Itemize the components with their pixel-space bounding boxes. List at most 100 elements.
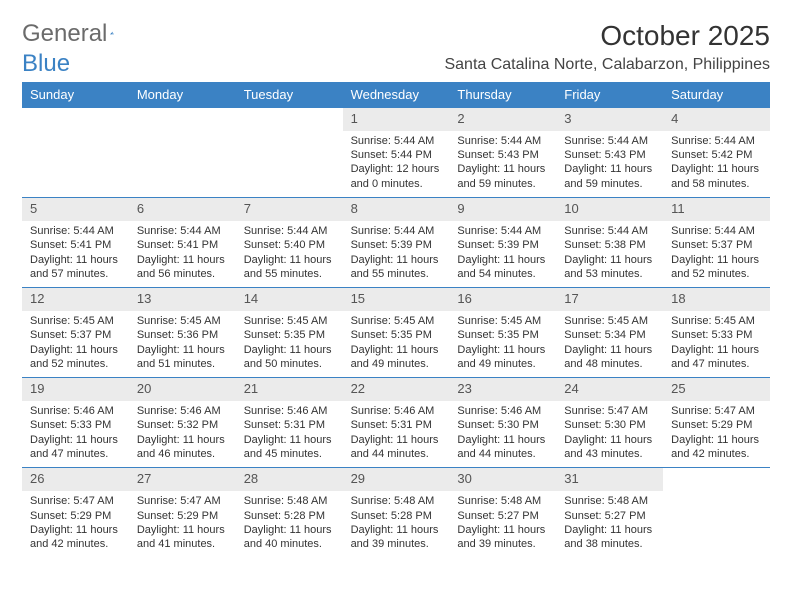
day-info: Sunrise: 5:48 AMSunset: 5:27 PMDaylight:… — [556, 491, 663, 557]
daylight-line: Daylight: 11 hours and 52 minutes. — [30, 343, 121, 372]
sunset-line: Sunset: 5:37 PM — [30, 328, 121, 342]
calendar-cell: 14Sunrise: 5:45 AMSunset: 5:35 PMDayligh… — [236, 288, 343, 377]
title-block: October 2025 Santa Catalina Norte, Calab… — [444, 20, 770, 74]
day-number: 2 — [449, 108, 556, 131]
calendar-cell: 30Sunrise: 5:48 AMSunset: 5:27 PMDayligh… — [449, 468, 556, 557]
day-info: Sunrise: 5:44 AMSunset: 5:38 PMDaylight:… — [556, 221, 663, 287]
day-info: Sunrise: 5:46 AMSunset: 5:33 PMDaylight:… — [22, 401, 129, 467]
day-number: 10 — [556, 198, 663, 221]
daylight-line: Daylight: 11 hours and 45 minutes. — [244, 433, 335, 462]
sunset-line: Sunset: 5:40 PM — [244, 238, 335, 252]
day-info: Sunrise: 5:45 AMSunset: 5:33 PMDaylight:… — [663, 311, 770, 377]
day-number: 31 — [556, 468, 663, 491]
day-info: Sunrise: 5:47 AMSunset: 5:30 PMDaylight:… — [556, 401, 663, 467]
day-info: Sunrise: 5:44 AMSunset: 5:44 PMDaylight:… — [343, 131, 450, 197]
daylight-line: Daylight: 11 hours and 52 minutes. — [671, 253, 762, 282]
sunset-line: Sunset: 5:29 PM — [137, 509, 228, 523]
day-number: 26 — [22, 468, 129, 491]
day-number: 5 — [22, 198, 129, 221]
calendar-cell: 17Sunrise: 5:45 AMSunset: 5:34 PMDayligh… — [556, 288, 663, 377]
daylight-line: Daylight: 11 hours and 46 minutes. — [137, 433, 228, 462]
day-number: 25 — [663, 378, 770, 401]
calendar-week: 19Sunrise: 5:46 AMSunset: 5:33 PMDayligh… — [22, 377, 770, 467]
day-info: Sunrise: 5:45 AMSunset: 5:36 PMDaylight:… — [129, 311, 236, 377]
calendar-cell: 6Sunrise: 5:44 AMSunset: 5:41 PMDaylight… — [129, 198, 236, 287]
calendar-cell: 29Sunrise: 5:48 AMSunset: 5:28 PMDayligh… — [343, 468, 450, 557]
calendar-cell: 15Sunrise: 5:45 AMSunset: 5:35 PMDayligh… — [343, 288, 450, 377]
calendar-cell: 19Sunrise: 5:46 AMSunset: 5:33 PMDayligh… — [22, 378, 129, 467]
sunrise-line: Sunrise: 5:44 AM — [30, 224, 121, 238]
sunrise-line: Sunrise: 5:44 AM — [457, 224, 548, 238]
sunrise-line: Sunrise: 5:44 AM — [564, 134, 655, 148]
location: Santa Catalina Norte, Calabarzon, Philip… — [444, 56, 770, 74]
day-info: Sunrise: 5:47 AMSunset: 5:29 PMDaylight:… — [129, 491, 236, 557]
day-number: 12 — [22, 288, 129, 311]
daylight-line: Daylight: 11 hours and 42 minutes. — [30, 523, 121, 552]
calendar-cell: 13Sunrise: 5:45 AMSunset: 5:36 PMDayligh… — [129, 288, 236, 377]
sunset-line: Sunset: 5:35 PM — [351, 328, 442, 342]
sunset-line: Sunset: 5:35 PM — [457, 328, 548, 342]
sunrise-line: Sunrise: 5:46 AM — [457, 404, 548, 418]
sunrise-line: Sunrise: 5:44 AM — [671, 134, 762, 148]
sunset-line: Sunset: 5:28 PM — [351, 509, 442, 523]
sunrise-line: Sunrise: 5:44 AM — [351, 224, 442, 238]
sunrise-line: Sunrise: 5:48 AM — [564, 494, 655, 508]
weekday-label: Saturday — [663, 82, 770, 107]
weekday-label: Tuesday — [236, 82, 343, 107]
calendar-cell-empty — [129, 108, 236, 197]
month-title: October 2025 — [444, 20, 770, 52]
daylight-line: Daylight: 11 hours and 54 minutes. — [457, 253, 548, 282]
sunrise-line: Sunrise: 5:48 AM — [244, 494, 335, 508]
calendar-cell-empty — [22, 108, 129, 197]
sunset-line: Sunset: 5:30 PM — [457, 418, 548, 432]
day-number: 24 — [556, 378, 663, 401]
calendar-week: 1Sunrise: 5:44 AMSunset: 5:44 PMDaylight… — [22, 107, 770, 197]
day-info: Sunrise: 5:45 AMSunset: 5:35 PMDaylight:… — [236, 311, 343, 377]
day-info: Sunrise: 5:44 AMSunset: 5:40 PMDaylight:… — [236, 221, 343, 287]
sunrise-line: Sunrise: 5:45 AM — [351, 314, 442, 328]
calendar-cell: 28Sunrise: 5:48 AMSunset: 5:28 PMDayligh… — [236, 468, 343, 557]
daylight-line: Daylight: 11 hours and 44 minutes. — [351, 433, 442, 462]
day-info: Sunrise: 5:45 AMSunset: 5:34 PMDaylight:… — [556, 311, 663, 377]
sunset-line: Sunset: 5:33 PM — [671, 328, 762, 342]
sunrise-line: Sunrise: 5:44 AM — [564, 224, 655, 238]
sunrise-line: Sunrise: 5:47 AM — [671, 404, 762, 418]
sunset-line: Sunset: 5:27 PM — [457, 509, 548, 523]
daylight-line: Daylight: 11 hours and 48 minutes. — [564, 343, 655, 372]
day-info: Sunrise: 5:46 AMSunset: 5:30 PMDaylight:… — [449, 401, 556, 467]
sunset-line: Sunset: 5:31 PM — [244, 418, 335, 432]
day-info: Sunrise: 5:45 AMSunset: 5:35 PMDaylight:… — [343, 311, 450, 377]
calendar-cell: 7Sunrise: 5:44 AMSunset: 5:40 PMDaylight… — [236, 198, 343, 287]
weekday-label: Friday — [556, 82, 663, 107]
day-number: 3 — [556, 108, 663, 131]
weekday-label: Wednesday — [343, 82, 450, 107]
weekday-label: Sunday — [22, 82, 129, 107]
sunset-line: Sunset: 5:44 PM — [351, 148, 442, 162]
day-info: Sunrise: 5:48 AMSunset: 5:28 PMDaylight:… — [236, 491, 343, 557]
sunrise-line: Sunrise: 5:45 AM — [137, 314, 228, 328]
day-number: 27 — [129, 468, 236, 491]
daylight-line: Daylight: 11 hours and 47 minutes. — [30, 433, 121, 462]
logo: General — [22, 20, 132, 48]
day-number: 14 — [236, 288, 343, 311]
sunrise-line: Sunrise: 5:48 AM — [351, 494, 442, 508]
sunset-line: Sunset: 5:33 PM — [30, 418, 121, 432]
daylight-line: Daylight: 11 hours and 59 minutes. — [457, 162, 548, 191]
sunrise-line: Sunrise: 5:44 AM — [457, 134, 548, 148]
day-info: Sunrise: 5:48 AMSunset: 5:27 PMDaylight:… — [449, 491, 556, 557]
sunset-line: Sunset: 5:32 PM — [137, 418, 228, 432]
daylight-line: Daylight: 12 hours and 0 minutes. — [351, 162, 442, 191]
day-number: 30 — [449, 468, 556, 491]
daylight-line: Daylight: 11 hours and 42 minutes. — [671, 433, 762, 462]
daylight-line: Daylight: 11 hours and 44 minutes. — [457, 433, 548, 462]
sunrise-line: Sunrise: 5:45 AM — [564, 314, 655, 328]
sunset-line: Sunset: 5:41 PM — [30, 238, 121, 252]
sunrise-line: Sunrise: 5:46 AM — [30, 404, 121, 418]
calendar-cell: 10Sunrise: 5:44 AMSunset: 5:38 PMDayligh… — [556, 198, 663, 287]
sunrise-line: Sunrise: 5:44 AM — [671, 224, 762, 238]
sunset-line: Sunset: 5:39 PM — [457, 238, 548, 252]
day-number: 7 — [236, 198, 343, 221]
daylight-line: Daylight: 11 hours and 55 minutes. — [351, 253, 442, 282]
calendar-cell: 23Sunrise: 5:46 AMSunset: 5:30 PMDayligh… — [449, 378, 556, 467]
day-number: 17 — [556, 288, 663, 311]
